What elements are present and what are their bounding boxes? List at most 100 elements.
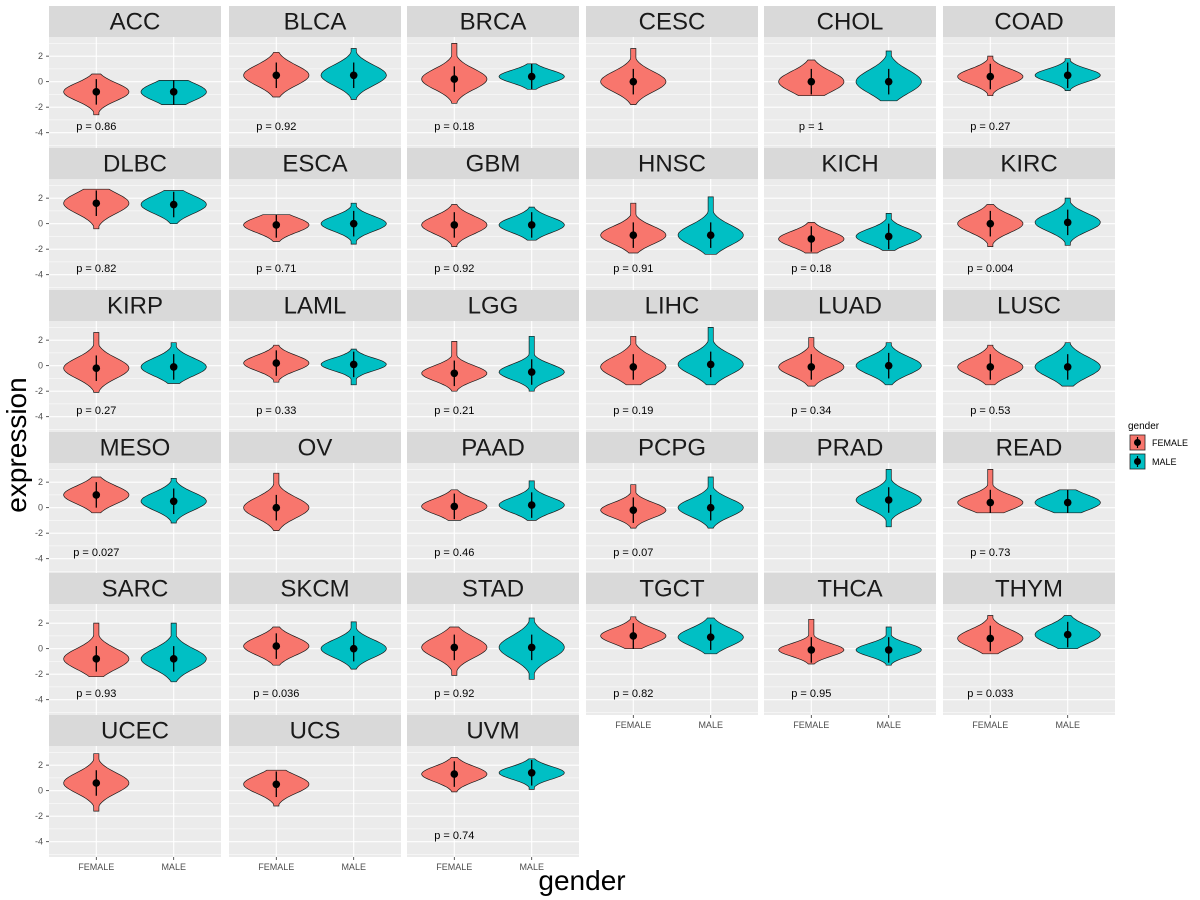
facet-panel-coad: COAD p = 0.27 <box>943 6 1115 148</box>
strip-bg <box>229 148 401 179</box>
facet-panel-dlbc: DLBC 2 0 -2 -4 p = 0.82 <box>35 148 221 290</box>
p-value-label: p = 0.19 <box>613 405 653 417</box>
median-point-female <box>450 75 459 83</box>
strip-label: LGG <box>468 293 519 320</box>
median-point-male <box>349 219 358 228</box>
median-point-female <box>450 502 459 511</box>
strip-bg <box>49 148 221 179</box>
legend-label-female: FEMALE <box>1152 438 1188 448</box>
strip-bg <box>586 148 758 179</box>
p-value-label: p = 0.91 <box>613 263 653 275</box>
p-value-label: p = 0.53 <box>970 405 1010 417</box>
strip-bg <box>49 715 221 746</box>
p-value-label: p = 0.92 <box>256 121 296 133</box>
facet-panel-stad: STAD p = 0.92 <box>407 573 579 715</box>
facet-panel-brca: BRCA p = 0.18 <box>407 6 579 148</box>
median-point-female <box>92 655 101 663</box>
y-tick-label: 2 <box>38 335 43 345</box>
facet-panel-chol: CHOL p = 1 <box>764 6 936 148</box>
y-tick-label: -2 <box>35 102 43 112</box>
strip-label: TGCT <box>639 576 705 603</box>
legend-point <box>1134 458 1141 465</box>
p-value-label: p = 0.33 <box>256 405 296 417</box>
median-point-male <box>527 768 536 777</box>
strip-label: BRCA <box>460 9 527 36</box>
median-point-male <box>884 646 893 654</box>
median-point-female <box>272 71 281 80</box>
strip-label: THYM <box>995 576 1063 603</box>
strip-bg <box>586 6 758 37</box>
y-tick-label: 0 <box>38 77 43 87</box>
p-value-label: p = 0.036 <box>253 688 299 700</box>
median-point-female <box>629 632 638 640</box>
p-value-label: p = 1 <box>799 121 824 133</box>
facet-panel-ucec: UCEC 2 0 -2 -4 FEMALE MALE <box>35 715 221 872</box>
plot-bg <box>943 179 1115 290</box>
p-value-label: p = 0.46 <box>434 547 474 559</box>
plot-bg <box>229 179 401 290</box>
plot-bg <box>229 604 401 715</box>
x-tick-label: MALE <box>341 862 366 872</box>
plot-bg <box>407 746 579 857</box>
median-point-female <box>629 77 638 86</box>
strip-bg <box>407 573 579 604</box>
p-value-label: p = 0.07 <box>613 547 653 559</box>
facet-panel-sarc: SARC 2 0 -2 -4 p = 0.93 <box>35 573 221 715</box>
median-point-female <box>807 646 816 654</box>
p-value-label: p = 0.92 <box>434 688 474 700</box>
strip-label: SKCM <box>280 576 349 603</box>
strip-bg <box>229 290 401 321</box>
legend: gender FEMALE MALE <box>1128 421 1188 470</box>
strip-label: MESO <box>100 435 171 462</box>
median-point-male <box>527 643 536 652</box>
strip-label: UVM <box>466 718 519 745</box>
facet-panel-kirc: KIRC p = 0.004 <box>943 148 1115 290</box>
p-value-label: p = 0.86 <box>76 121 116 133</box>
median-point-female <box>92 199 101 208</box>
strip-bg <box>49 573 221 604</box>
p-value-label: p = 0.004 <box>967 263 1013 275</box>
plot-bg <box>49 463 221 574</box>
strip-label: DLBC <box>103 151 167 178</box>
median-point-male <box>349 360 358 369</box>
median-point-female <box>92 779 101 787</box>
facet-panel-thca: THCA p = 0.95 FEMALE MALE <box>764 573 936 730</box>
p-value-label: p = 0.95 <box>791 688 831 700</box>
x-tick-label: FEMALE <box>436 862 472 872</box>
median-point-male <box>527 368 536 376</box>
median-point-female <box>807 77 816 86</box>
p-value-label: p = 0.27 <box>970 121 1010 133</box>
median-point-female <box>92 364 101 373</box>
p-value-label: p = 0.92 <box>434 263 474 275</box>
y-tick-label: -2 <box>35 669 43 679</box>
y-tick-label: -4 <box>35 695 43 705</box>
median-point-male <box>1063 218 1072 227</box>
facet-panel-prad: PRAD <box>764 432 936 574</box>
strip-bg <box>407 432 579 463</box>
facet-panel-hnsc: HNSC p = 0.91 <box>586 148 758 290</box>
x-tick-label: MALE <box>1055 720 1080 730</box>
facet-panel-kich: KICH p = 0.18 <box>764 148 936 290</box>
median-point-male <box>706 231 715 239</box>
facet-panel-blca: BLCA p = 0.92 <box>229 6 401 148</box>
median-point-female <box>986 72 995 81</box>
median-point-male <box>884 77 893 86</box>
y-tick-label: 2 <box>38 51 43 61</box>
strip-bg <box>586 290 758 321</box>
plot-bg <box>407 604 579 715</box>
strip-label: CHOL <box>817 9 884 36</box>
median-point-male <box>1063 363 1072 371</box>
strip-label: LUAD <box>818 293 882 320</box>
strip-label: OV <box>298 435 333 462</box>
median-point-female <box>272 359 281 367</box>
strip-label: THCA <box>817 576 882 603</box>
strip-label: UCEC <box>101 718 169 745</box>
strip-bg <box>49 6 221 37</box>
median-point-male <box>349 71 358 80</box>
x-tick-label: FEMALE <box>615 720 651 730</box>
facet-panel-lgg: LGG p = 0.21 <box>407 290 579 432</box>
strip-label: READ <box>996 435 1063 462</box>
strip-bg <box>229 6 401 37</box>
p-value-label: p = 0.027 <box>73 547 119 559</box>
strip-bg <box>764 6 936 37</box>
